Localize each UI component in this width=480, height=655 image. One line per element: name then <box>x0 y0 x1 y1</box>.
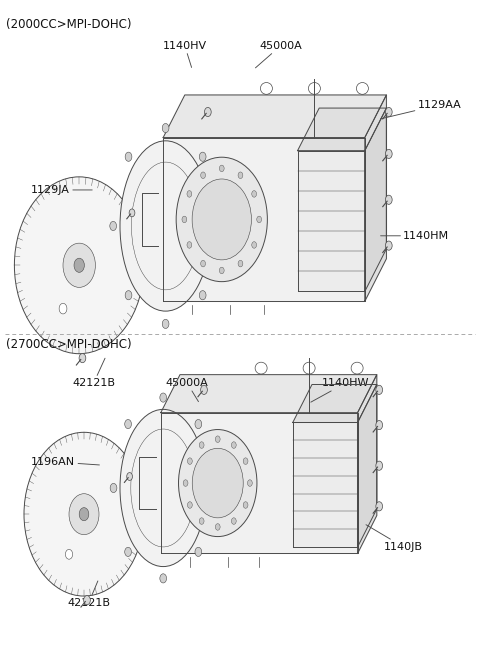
Circle shape <box>376 421 383 430</box>
Text: 1140HW: 1140HW <box>311 378 369 402</box>
Polygon shape <box>161 413 358 553</box>
Polygon shape <box>293 422 358 547</box>
Circle shape <box>110 221 117 231</box>
Circle shape <box>199 291 206 300</box>
Circle shape <box>188 458 192 464</box>
Circle shape <box>69 494 99 534</box>
Circle shape <box>376 461 383 470</box>
Circle shape <box>179 430 257 536</box>
Text: (2000CC>MPI-DOHC): (2000CC>MPI-DOHC) <box>6 18 132 31</box>
Circle shape <box>199 518 204 525</box>
Circle shape <box>195 548 202 557</box>
Text: 42121B: 42121B <box>72 358 115 388</box>
Circle shape <box>14 177 144 354</box>
Polygon shape <box>161 375 377 413</box>
Circle shape <box>231 441 236 448</box>
Circle shape <box>219 165 224 172</box>
Circle shape <box>24 432 144 596</box>
Circle shape <box>257 216 262 223</box>
Circle shape <box>160 393 167 402</box>
Text: 1140HM: 1140HM <box>381 231 449 241</box>
Circle shape <box>65 550 72 559</box>
Circle shape <box>187 191 192 197</box>
Ellipse shape <box>120 141 211 311</box>
Circle shape <box>192 179 252 260</box>
Circle shape <box>110 483 117 493</box>
Circle shape <box>183 479 188 486</box>
Circle shape <box>216 523 220 530</box>
Circle shape <box>182 216 187 223</box>
Circle shape <box>209 483 216 493</box>
Circle shape <box>176 157 267 282</box>
Text: (2700CC>MPI-DOHC): (2700CC>MPI-DOHC) <box>6 338 132 351</box>
Circle shape <box>59 303 67 314</box>
Circle shape <box>201 385 207 394</box>
Circle shape <box>204 107 211 117</box>
Circle shape <box>199 152 206 161</box>
Circle shape <box>238 260 243 267</box>
Polygon shape <box>293 384 377 422</box>
Polygon shape <box>358 384 377 547</box>
Polygon shape <box>298 108 386 151</box>
Circle shape <box>216 436 220 443</box>
Circle shape <box>385 149 392 159</box>
Circle shape <box>252 242 256 248</box>
Circle shape <box>243 502 248 508</box>
Circle shape <box>79 354 86 363</box>
Circle shape <box>74 258 84 272</box>
Text: 1140HV: 1140HV <box>163 41 207 67</box>
Circle shape <box>84 595 90 605</box>
Circle shape <box>195 419 202 428</box>
Text: 1129JA: 1129JA <box>31 185 92 195</box>
Circle shape <box>376 502 383 511</box>
Circle shape <box>187 242 192 248</box>
Circle shape <box>199 441 204 448</box>
Circle shape <box>252 191 256 197</box>
Circle shape <box>192 448 243 518</box>
Circle shape <box>79 508 89 521</box>
Circle shape <box>201 172 205 179</box>
Circle shape <box>125 291 132 300</box>
Polygon shape <box>163 138 365 301</box>
Polygon shape <box>298 151 365 291</box>
Circle shape <box>215 221 221 231</box>
Circle shape <box>162 320 169 328</box>
Circle shape <box>129 209 135 217</box>
Text: 1129AA: 1129AA <box>381 100 461 119</box>
Circle shape <box>201 260 205 267</box>
Circle shape <box>160 574 167 583</box>
Text: 42121B: 42121B <box>67 581 110 608</box>
Circle shape <box>219 267 224 274</box>
Circle shape <box>238 172 243 179</box>
Circle shape <box>188 502 192 508</box>
Polygon shape <box>365 108 386 291</box>
Circle shape <box>63 243 96 288</box>
Circle shape <box>125 548 132 557</box>
Polygon shape <box>358 375 377 553</box>
Circle shape <box>376 385 383 394</box>
Text: 45000A: 45000A <box>166 378 209 402</box>
Circle shape <box>125 419 132 428</box>
Ellipse shape <box>120 409 206 567</box>
Circle shape <box>243 458 248 464</box>
Circle shape <box>385 195 392 204</box>
Text: 1196AN: 1196AN <box>31 457 99 467</box>
Polygon shape <box>365 95 386 301</box>
Text: 45000A: 45000A <box>255 41 302 68</box>
Circle shape <box>231 518 236 525</box>
Circle shape <box>248 479 252 486</box>
Circle shape <box>125 152 132 161</box>
Circle shape <box>127 473 132 481</box>
Circle shape <box>385 241 392 250</box>
Circle shape <box>162 123 169 133</box>
Text: 1140JB: 1140JB <box>366 525 423 552</box>
Circle shape <box>385 107 392 117</box>
Polygon shape <box>163 95 386 138</box>
